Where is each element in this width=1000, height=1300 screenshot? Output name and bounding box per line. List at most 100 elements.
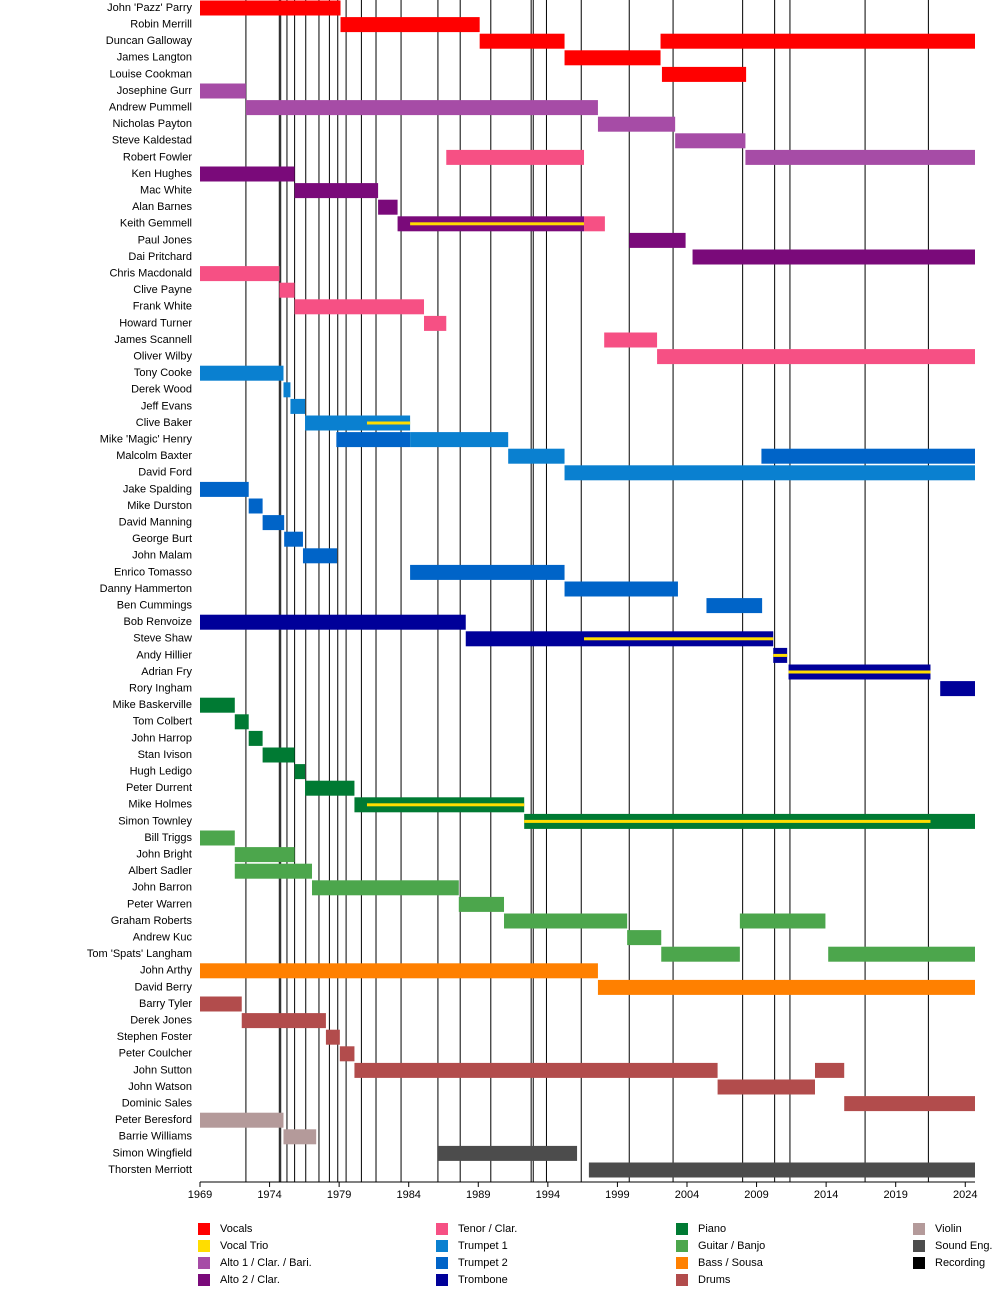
role-bar (200, 481, 249, 497)
member-name: Peter Coulcher (119, 1048, 193, 1060)
legend-label: Piano (698, 1223, 726, 1235)
member-name: Paul Jones (138, 234, 193, 246)
role-bar (584, 216, 605, 232)
member-name: Derek Wood (131, 384, 192, 396)
member-name: Clive Baker (136, 417, 193, 429)
role-bar (284, 531, 303, 547)
role-bar (262, 747, 295, 763)
x-tick-label: 1969 (188, 1189, 212, 1201)
role-bar (200, 365, 284, 381)
role-bar (661, 66, 747, 82)
vocal-trio-bar (410, 222, 585, 226)
role-bar (248, 730, 263, 746)
role-bar (200, 963, 598, 979)
member-name: Clive Payne (133, 284, 192, 296)
role-bar (627, 930, 662, 946)
member-name: James Scannell (114, 334, 192, 346)
role-bar (745, 149, 975, 165)
member-name: Simon Townley (118, 815, 192, 827)
vocal-trio-bar (584, 637, 774, 641)
member-name: Hugh Ledigo (130, 766, 192, 778)
vocal-trio-bar (366, 421, 411, 425)
member-name: Mike Baskerville (113, 699, 192, 711)
legend-label: Vocals (220, 1223, 253, 1235)
vocal-trio-bar (773, 653, 788, 657)
role-bar (828, 946, 975, 962)
role-bar (200, 697, 235, 713)
role-bar (200, 166, 295, 182)
legend-swatch (436, 1223, 448, 1235)
member-name: Peter Beresford (115, 1114, 192, 1126)
role-bar (279, 282, 295, 298)
x-tick-label: 2019 (883, 1189, 907, 1201)
role-bar (294, 299, 425, 315)
legend-label: Bass / Sousa (698, 1257, 764, 1269)
x-tick-label: 2009 (744, 1189, 768, 1201)
member-name: Peter Durrent (126, 782, 192, 794)
role-bar (564, 581, 678, 597)
member-name: Robert Fowler (123, 151, 192, 163)
member-name: Stan Ivison (138, 749, 192, 761)
member-name: Oliver Wilby (133, 351, 192, 363)
role-bar (354, 1062, 718, 1078)
role-bar (200, 614, 466, 630)
member-name: Robin Merrill (130, 19, 192, 31)
role-bar (234, 847, 295, 863)
member-name: John Barron (132, 882, 192, 894)
member-name: John Watson (128, 1081, 192, 1093)
member-name: Dai Pritchard (128, 251, 192, 263)
legend-label: Guitar / Banjo (698, 1240, 765, 1252)
x-tick-label: 1994 (536, 1189, 560, 1201)
legend-swatch (676, 1274, 688, 1286)
member-name: John Bright (136, 849, 192, 861)
role-bar (588, 1162, 975, 1178)
role-bar (200, 1112, 284, 1128)
member-name: Mac White (140, 185, 192, 197)
role-bar (302, 548, 338, 564)
legend-swatch (913, 1240, 925, 1252)
member-name: Mike 'Magic' Henry (100, 434, 193, 446)
legend-swatch (913, 1257, 925, 1269)
role-bar (458, 896, 505, 912)
x-tick-label: 1984 (396, 1189, 420, 1201)
role-bar (234, 863, 313, 879)
role-bar (290, 398, 306, 414)
member-name: Derek Jones (130, 1015, 192, 1027)
member-name: Enrico Tomasso (114, 566, 192, 578)
member-name: Danny Hammerton (100, 583, 192, 595)
role-bar (437, 1145, 578, 1161)
member-name: John Sutton (133, 1064, 192, 1076)
member-name: David Manning (119, 517, 192, 529)
role-bar (508, 448, 565, 464)
vocal-trio-bar (788, 670, 931, 674)
legend-swatch (198, 1257, 210, 1269)
member-name: Andrew Kuc (133, 932, 193, 944)
legend-label: Vocal Trio (220, 1240, 268, 1252)
legend-swatch (436, 1240, 448, 1252)
member-name: Mike Durston (127, 500, 192, 512)
vocal-trio-bar (366, 803, 525, 807)
member-name: Jake Spalding (123, 483, 192, 495)
x-tick-label: 1974 (257, 1189, 281, 1201)
member-name: Albert Sadler (128, 865, 192, 877)
member-name: John Harrop (131, 732, 192, 744)
role-bar (305, 415, 411, 431)
role-bar (262, 515, 285, 531)
member-name: Ken Hughes (131, 168, 192, 180)
role-bar (200, 830, 235, 846)
role-bar (312, 880, 459, 896)
role-bar (200, 266, 280, 282)
member-name: John Malam (132, 550, 192, 562)
x-tick-label: 2024 (953, 1189, 977, 1201)
role-bar (283, 1129, 317, 1145)
x-tick-label: 1989 (466, 1189, 490, 1201)
member-name: Andy Hillier (136, 649, 192, 661)
x-tick-label: 2014 (814, 1189, 838, 1201)
role-bar (657, 349, 975, 365)
member-name: Louise Cookman (109, 68, 192, 80)
role-bar (446, 149, 585, 165)
member-name: Nicholas Payton (113, 118, 193, 130)
role-bar (200, 83, 246, 99)
legend-label: Drums (698, 1274, 731, 1286)
role-bar (234, 714, 249, 730)
